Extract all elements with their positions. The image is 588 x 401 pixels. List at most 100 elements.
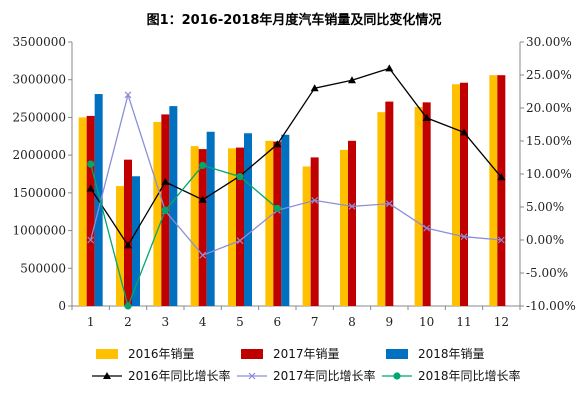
bar — [169, 106, 178, 306]
point-marker — [385, 64, 394, 72]
point-marker — [124, 91, 132, 99]
x-tick-label: 3 — [162, 315, 170, 329]
bar — [460, 82, 468, 306]
left-tick-label: 1500000 — [13, 186, 66, 200]
legend-swatch — [241, 349, 263, 359]
point-marker — [103, 372, 111, 379]
bar — [273, 141, 282, 306]
point-marker — [124, 302, 132, 310]
x-tick-label: 4 — [199, 315, 207, 329]
x-tick-label: 9 — [386, 315, 394, 329]
bar — [116, 186, 124, 306]
point-marker — [87, 236, 95, 244]
point-marker — [385, 200, 393, 208]
bar — [414, 106, 423, 307]
chart-title: 图1：2016-2018年月度汽车销量及同比变化情况 — [147, 12, 442, 28]
bar — [497, 75, 506, 306]
point-marker — [248, 372, 256, 380]
left-tick-label: 3000000 — [13, 73, 66, 87]
x-tick-label: 2 — [124, 315, 132, 329]
bar — [244, 133, 252, 306]
axes: 0 500000 1000000 1500000 2000000 2500000 30000… — [13, 35, 576, 329]
point-marker — [393, 372, 401, 380]
point-marker — [87, 160, 95, 168]
legend-label: 2018年同比增长率 — [418, 368, 521, 383]
bar — [124, 159, 132, 306]
right-tick-label: 20.00% — [526, 101, 572, 115]
bar — [265, 140, 274, 306]
right-tick-label: 30.00% — [526, 35, 572, 49]
point-marker — [86, 184, 95, 192]
x-tick-label: 5 — [236, 315, 244, 329]
bar — [489, 75, 498, 306]
x-tick-label: 6 — [274, 315, 282, 329]
right-tick-label: 25.00% — [526, 68, 572, 82]
bar — [302, 166, 311, 306]
series-line — [90, 163, 278, 309]
point-marker — [310, 84, 319, 92]
legend-label: 2016年销量 — [128, 347, 195, 361]
right-tick-label: 10.00% — [526, 167, 572, 181]
x-tick-label: 10 — [419, 315, 434, 329]
bar — [422, 102, 431, 306]
bar — [198, 149, 207, 306]
x-tick-label: 8 — [348, 315, 356, 329]
left-tick-label: 1000000 — [13, 224, 66, 238]
point-marker — [423, 224, 431, 232]
legend-label: 2016年同比增长率 — [128, 368, 231, 383]
left-tick-label: 0 — [58, 299, 66, 313]
legend: 2016年销量 2017年销量 2018年销量 2016年同比增长率 2017年同比增长… — [92, 347, 521, 383]
right-tick-label: -5.00% — [526, 266, 568, 280]
point-marker — [348, 76, 356, 84]
legend-label: 2017年销量 — [273, 347, 340, 361]
x-tick-label: 11 — [456, 315, 471, 329]
point-marker — [348, 202, 356, 210]
point-marker — [236, 237, 244, 245]
point-marker — [311, 196, 319, 204]
point-marker — [161, 177, 170, 185]
x-tick-label: 12 — [494, 315, 509, 329]
x-tick-label: 7 — [311, 315, 319, 329]
legend-label: 2017年同比增长率 — [273, 368, 376, 383]
legend-swatch — [96, 349, 118, 359]
right-tick-label: 5.00% — [526, 200, 564, 214]
bar — [206, 131, 215, 306]
bars-group — [78, 75, 506, 307]
bar — [281, 134, 290, 306]
point-marker — [124, 241, 132, 249]
bar — [377, 112, 386, 306]
bar — [452, 84, 460, 307]
bar — [348, 140, 356, 306]
bar — [153, 121, 162, 306]
series-line — [90, 92, 502, 256]
point-marker — [497, 173, 506, 181]
bar — [86, 115, 95, 306]
point-marker — [273, 140, 282, 148]
legend-swatch — [386, 349, 408, 359]
left-tick-label: 2000000 — [13, 148, 66, 162]
bar — [236, 147, 244, 306]
point-marker — [199, 251, 207, 259]
bar — [310, 157, 319, 306]
bar — [340, 149, 348, 306]
point-marker — [460, 233, 468, 241]
point-marker — [199, 161, 207, 170]
point-marker — [422, 113, 431, 121]
bar — [78, 117, 87, 306]
point-marker — [460, 128, 468, 136]
bar — [190, 146, 199, 306]
point-marker — [497, 236, 505, 244]
point-marker — [198, 195, 207, 203]
lines-group — [86, 64, 506, 310]
point-marker — [161, 206, 169, 214]
left-tick-label: 500000 — [20, 261, 66, 275]
right-tick-label: 15.00% — [526, 134, 572, 148]
bar — [132, 176, 140, 306]
series-line — [90, 67, 502, 247]
left-tick-label: 2500000 — [13, 110, 66, 124]
bar — [228, 148, 236, 306]
left-tick-label: 3500000 — [13, 35, 66, 49]
point-marker — [273, 204, 281, 212]
point-marker — [236, 173, 244, 181]
